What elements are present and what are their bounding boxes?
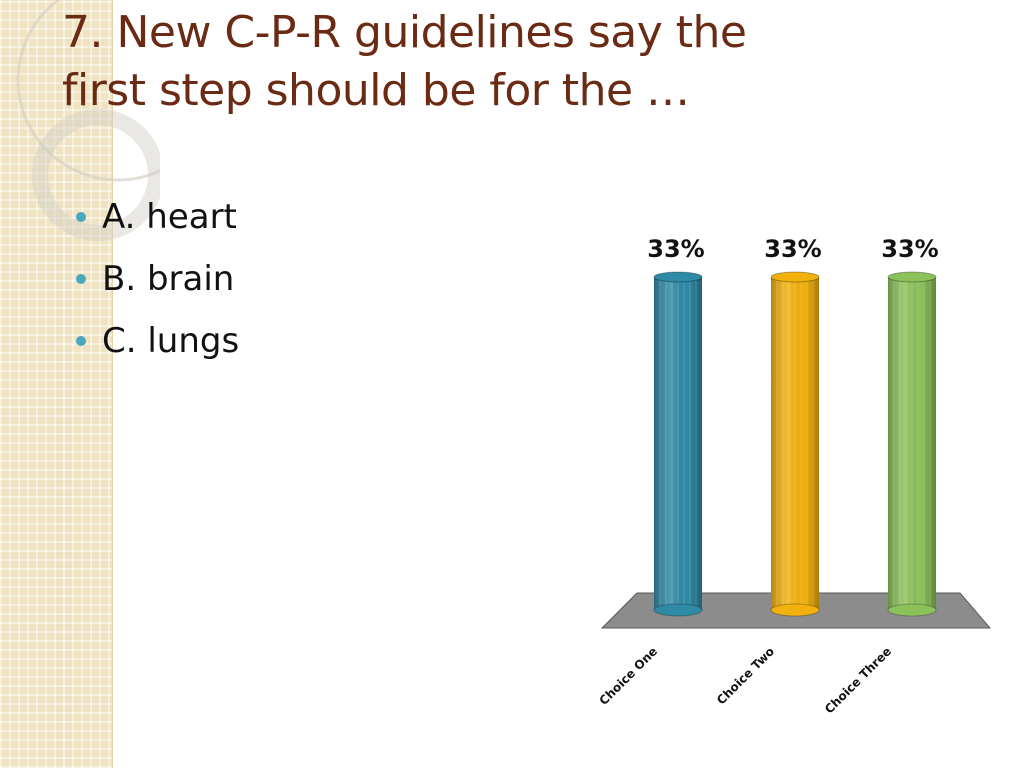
bar-top [770,271,820,283]
decorative-circles [16,0,160,241]
category-label-3: Choice Three [822,644,894,716]
category-label-2: Choice Two [714,644,777,707]
data-label-1: 33% [647,235,704,263]
bullet-icon [76,274,86,284]
bullet-icon [76,336,86,346]
bar-base [770,603,820,617]
deco-ring-large [16,0,160,182]
bar-base [653,603,703,617]
answer-option-c-label: C. lungs [102,321,240,361]
answer-options-list: A. heart B. brain C. lungs [76,186,239,372]
data-label-3: 33% [881,235,938,263]
slide-title: 7. New C-P-R guidelines say the first st… [62,4,862,120]
answer-option-c: C. lungs [76,310,239,372]
bar-top [887,271,937,283]
answer-option-b: B. brain [76,248,239,310]
answer-option-a: A. heart [76,186,239,248]
answer-option-a-label: A. heart [102,197,237,237]
bullet-icon [76,212,86,222]
answer-option-b-label: B. brain [102,259,235,299]
data-label-2: 33% [764,235,821,263]
category-label-1: Choice One [596,644,660,708]
slide-title-line-1: 7. New C-P-R guidelines say the [62,7,747,58]
bar-3 [887,271,937,617]
bar-top [653,271,703,283]
slide-title-line-2: first step should be for the … [62,65,690,116]
bar-shading [888,277,936,610]
deco-ring-small [32,109,160,241]
bar-shading [771,277,819,610]
decorative-side-panel [0,0,113,768]
bar-shading [654,277,702,610]
bar-2 [770,271,820,617]
bar-1 [653,271,703,617]
bar-base [887,603,937,617]
